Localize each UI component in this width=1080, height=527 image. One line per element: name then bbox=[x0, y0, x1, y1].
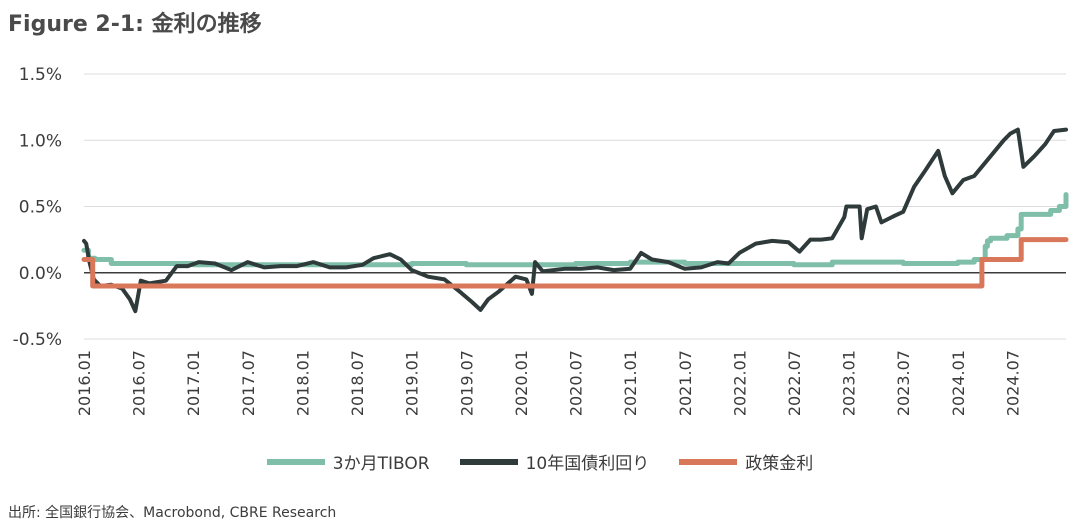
legend-item-policy-rate: 政策金利 bbox=[679, 449, 813, 474]
legend-label-jgb10y: 10年国債利回り bbox=[525, 454, 650, 474]
legend: 3か月TIBOR 10年国債利回り 政策金利 bbox=[0, 449, 1080, 474]
x-tick-label: 2018.07 bbox=[348, 350, 367, 416]
y-tick-label: 0.5% bbox=[19, 198, 62, 218]
x-axis: 2016.01 2016.07 2017.01 2017.07 2018.01 2018.… bbox=[75, 350, 1022, 416]
x-tick-label: 2018.01 bbox=[293, 350, 312, 416]
series-lines bbox=[81, 127, 1069, 314]
x-tick-label: 2020.01 bbox=[512, 350, 531, 416]
series-line-tibor bbox=[81, 192, 1069, 268]
x-tick-label: 2022.01 bbox=[730, 350, 749, 416]
line-chart: 1.5% 1.0% 0.5% 0.0% -0.5% 2016.01 2016.07 2017… bbox=[13, 65, 1069, 416]
x-tick-label: 2019.01 bbox=[403, 350, 422, 416]
chart-title: Figure 2-1: 金利の推移 bbox=[8, 12, 262, 37]
legend-swatch-policy-rate bbox=[679, 458, 738, 465]
x-tick-label: 2020.07 bbox=[567, 350, 586, 416]
x-tick-label: 2022.07 bbox=[785, 350, 804, 416]
y-axis: 1.5% 1.0% 0.5% 0.0% -0.5% bbox=[13, 65, 62, 350]
y-tick-label: -0.5% bbox=[13, 330, 62, 350]
x-tick-label: 2017.01 bbox=[184, 350, 203, 416]
x-tick-label: 2024.01 bbox=[949, 350, 968, 416]
legend-item-jgb10y: 10年国債利回り bbox=[459, 449, 650, 474]
legend-swatch-tibor bbox=[266, 458, 325, 465]
x-tick-label: 2023.07 bbox=[894, 350, 913, 416]
y-tick-label: 0.0% bbox=[19, 264, 62, 284]
y-tick-label: 1.0% bbox=[19, 131, 62, 151]
x-tick-label: 2019.07 bbox=[457, 350, 476, 416]
series-line-jgb10y bbox=[82, 127, 1068, 314]
x-tick-label: 2016.07 bbox=[130, 350, 149, 416]
x-tick-label: 2024.07 bbox=[1003, 350, 1022, 416]
series-line-policy-rate bbox=[81, 237, 1069, 289]
source-note: 出所: 全国銀行協会、Macrobond, CBRE Research bbox=[8, 505, 337, 521]
legend-label-tibor: 3か月TIBOR bbox=[332, 454, 430, 474]
x-tick-label: 2021.07 bbox=[676, 350, 695, 416]
legend-label-policy-rate: 政策金利 bbox=[745, 454, 814, 474]
x-tick-label: 2023.01 bbox=[840, 350, 859, 416]
y-tick-label: 1.5% bbox=[19, 65, 62, 85]
grid-lines bbox=[84, 73, 1066, 340]
legend-swatch-jgb10y bbox=[459, 458, 518, 465]
x-tick-label: 2016.01 bbox=[75, 350, 94, 416]
x-tick-label: 2021.01 bbox=[621, 350, 640, 416]
x-tick-label: 2017.07 bbox=[239, 350, 258, 416]
legend-item-tibor: 3か月TIBOR bbox=[266, 449, 430, 474]
